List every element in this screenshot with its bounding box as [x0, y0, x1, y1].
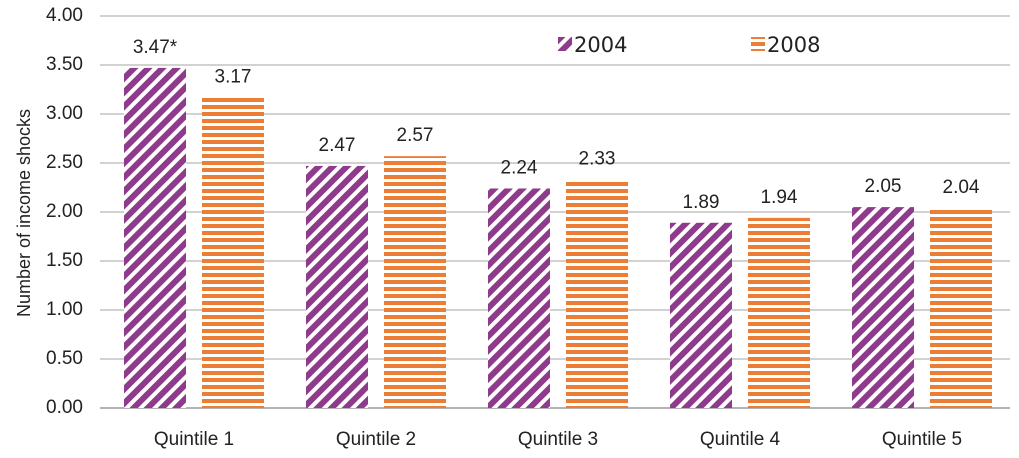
y-tick-label: 0.00: [46, 397, 83, 418]
bar-2004-quintile-3: [488, 188, 550, 408]
legend-swatch-2008: [751, 37, 765, 51]
x-category-label: Quintile 3: [518, 429, 598, 450]
x-category-label: Quintile 2: [336, 429, 416, 450]
y-tick-label: 1.50: [46, 250, 83, 271]
data-label: 2.33: [579, 149, 616, 170]
bar-2008-quintile-4: [748, 217, 810, 408]
legend-swatch-2004: [558, 37, 572, 51]
x-category-label: Quintile 1: [154, 429, 234, 450]
data-labels: 3.47* 3.17 2.47 2.57 2.24 2.33 1.89 1.94 2.05 2.0…: [133, 37, 980, 213]
bar-2008-quintile-3: [566, 179, 628, 408]
bar-2008-quintile-5: [930, 208, 992, 408]
y-axis-title: Number of income shocks: [14, 109, 34, 317]
bar-2004-quintile-4: [670, 222, 732, 408]
y-tick-label: 2.00: [46, 201, 83, 222]
data-label: 2.57: [397, 125, 434, 146]
legend: 2004 2008: [558, 33, 820, 57]
x-category-label: Quintile 4: [700, 429, 781, 450]
bar-2004-quintile-1: [124, 67, 186, 408]
bars: [124, 67, 992, 408]
y-axis-ticks: 0.00 0.50 1.00 1.50 2.00 2.50 3.00 3.50 4.00: [46, 5, 83, 418]
y-tick-label: 4.00: [46, 5, 83, 26]
y-tick-label: 1.00: [46, 299, 83, 320]
data-label: 2.47: [319, 135, 356, 156]
data-label: 3.17: [215, 66, 252, 87]
data-label: 1.94: [761, 187, 798, 208]
bar-2008-quintile-1: [202, 97, 264, 408]
bar-2004-quintile-2: [306, 165, 368, 408]
legend-label-2008: 2008: [767, 33, 820, 57]
bar-2008-quintile-2: [384, 156, 446, 408]
y-tick-label: 3.50: [46, 54, 83, 75]
y-tick-label: 0.50: [46, 348, 83, 369]
y-tick-label: 2.50: [46, 152, 83, 173]
y-tick-label: 3.00: [46, 103, 83, 124]
data-label: 3.47*: [133, 37, 178, 58]
data-label: 2.04: [943, 177, 980, 198]
x-axis-categories: Quintile 1 Quintile 2 Quintile 3 Quintile 4…: [154, 429, 962, 450]
x-category-label: Quintile 5: [882, 429, 962, 450]
data-label: 1.89: [683, 192, 720, 213]
bar-2004-quintile-5: [852, 207, 914, 408]
data-label: 2.05: [865, 176, 902, 197]
legend-label-2004: 2004: [574, 33, 627, 57]
data-label: 2.24: [501, 157, 538, 178]
